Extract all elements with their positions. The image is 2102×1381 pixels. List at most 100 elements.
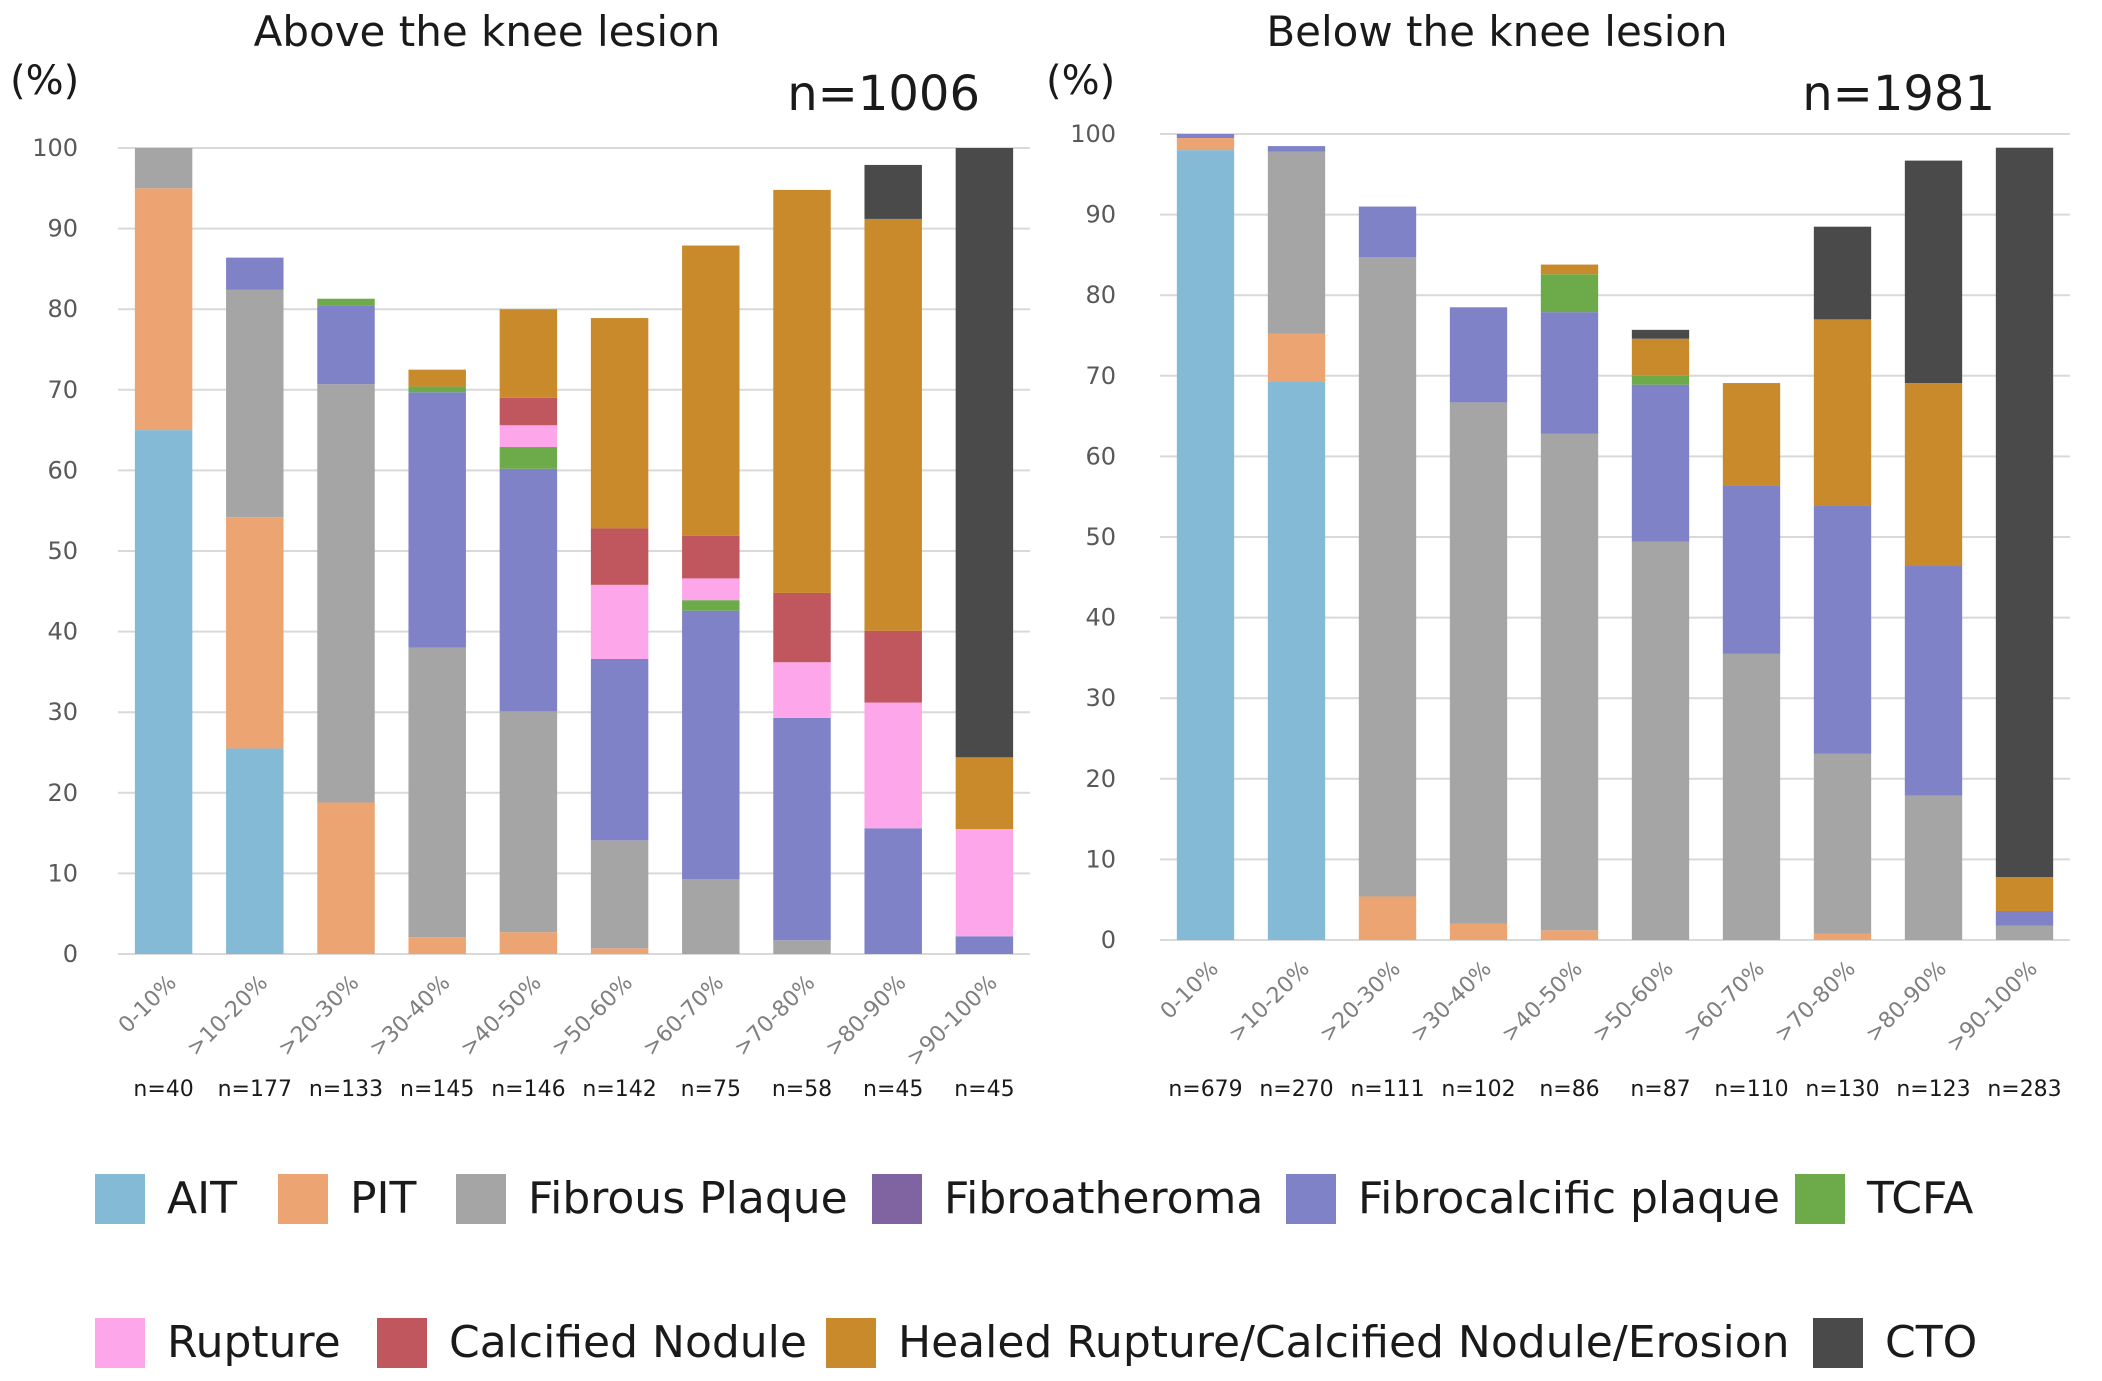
n-sample-label: n=130 — [1805, 1077, 1879, 1102]
bar-segment-fibrous-plaque — [317, 384, 375, 803]
n-sample-label: n=146 — [491, 1077, 565, 1102]
bar-segment-fibrocalcific-plaque — [1358, 206, 1417, 258]
y-tick-label: 10 — [47, 859, 78, 887]
bar-segment-fibrocalcific-plaque — [1904, 566, 1963, 796]
n-sample-label: n=102 — [1441, 1077, 1515, 1102]
x-tick-label: 0-10% — [114, 971, 182, 1039]
x-tick-label: >60-70% — [1679, 957, 1770, 1048]
y-tick-label: 70 — [47, 376, 78, 404]
y-tick-label: 0 — [63, 940, 78, 968]
y-axis-label: (%) — [1046, 58, 1115, 104]
bar-segment-ait — [1176, 150, 1235, 940]
x-tick-label: >40-50% — [1497, 957, 1588, 1048]
bar-segment-fibrocalcific-plaque — [226, 257, 284, 290]
chart-title: Above the knee lesion — [254, 7, 721, 56]
bar-segment-pit — [408, 937, 466, 954]
bar-segment-rupture — [682, 578, 740, 601]
x-tick-label: >40-50% — [456, 971, 547, 1062]
y-tick-label: 10 — [1085, 845, 1116, 873]
y-tick-label: 30 — [1085, 684, 1116, 712]
y-tick-label: 0 — [1101, 926, 1116, 954]
y-tick-label: 20 — [47, 779, 78, 807]
y-tick-label: 30 — [47, 698, 78, 726]
bar-segment-fibrous-plaque — [1449, 402, 1508, 924]
bar-segment-fibrous-plaque — [590, 840, 649, 949]
bar-segment-fibrous-plaque — [1722, 653, 1781, 940]
bar-segment-healed-rupture-calcified-nodule-erosion — [1722, 383, 1781, 486]
n-sample-label: n=58 — [772, 1077, 832, 1102]
bar-segment-cto — [955, 148, 1014, 758]
x-tick-label: >60-70% — [638, 971, 729, 1062]
x-tick-label: >90-100% — [902, 971, 1003, 1072]
bar-segment-fibrocalcific-plaque — [1176, 134, 1235, 139]
y-tick-label: 20 — [1085, 765, 1116, 793]
bar-segment-healed-rupture-calcified-nodule-erosion — [590, 318, 649, 529]
bar-segment-fibrous-plaque — [408, 647, 466, 938]
bar-segment-calcified-nodule — [590, 528, 649, 585]
bar-segment-fibrocalcific-plaque — [1540, 312, 1599, 434]
n-sample-label: n=145 — [400, 1077, 474, 1102]
y-tick-label: 50 — [1085, 523, 1116, 551]
bar-segment-tcfa — [682, 600, 740, 611]
n-sample-label: n=45 — [863, 1077, 923, 1102]
n-total-label: n=1981 — [1802, 66, 1995, 122]
y-tick-label: 50 — [47, 537, 78, 565]
bar-segment-fibrous-plaque — [773, 940, 831, 954]
bar-segment-pit — [1540, 930, 1599, 940]
chart-above-knee: Above the knee lesion (%) n=1006 0 10 20 30… — [10, 7, 1030, 1102]
n-sample-label: n=45 — [954, 1077, 1014, 1102]
x-tick-label: >20-30% — [274, 971, 365, 1062]
bar-segment-healed-rupture-calcified-nodule-erosion — [1995, 877, 2054, 911]
y-tick-label: 60 — [47, 456, 78, 484]
bar-segment-pit — [1267, 333, 1326, 382]
n-sample-label: n=75 — [681, 1077, 741, 1102]
bar-segment-pit — [1813, 933, 1872, 940]
bar-segment-fibrocalcific-plaque — [408, 392, 466, 648]
n-sample-label: n=40 — [133, 1077, 193, 1102]
y-tick-label: 100 — [32, 134, 78, 162]
x-tick-label: >30-40% — [1406, 957, 1497, 1048]
n-sample-label: n=111 — [1350, 1077, 1424, 1102]
bar-segment-fibrocalcific-plaque — [1449, 307, 1508, 403]
bar-segment-cto — [1904, 160, 1963, 384]
y-tick-label: 90 — [1085, 201, 1116, 229]
y-tick-label: 80 — [1085, 281, 1116, 309]
x-tick-label: >70-80% — [730, 971, 821, 1062]
bar-segment-rupture — [864, 702, 922, 829]
bar-segment-pit — [226, 517, 284, 749]
x-tick-label: >10-20% — [182, 971, 273, 1062]
bar-segment-calcified-nodule — [864, 630, 922, 703]
x-tick-label: >50-60% — [547, 971, 638, 1062]
n-sample-label: n=87 — [1630, 1077, 1690, 1102]
bar-segment-calcified-nodule — [499, 397, 558, 426]
bar-segment-healed-rupture-calcified-nodule-erosion — [1904, 383, 1963, 567]
bar-segment-pit — [590, 948, 649, 954]
bar-segment-fibrocalcific-plaque — [773, 717, 831, 941]
bar-segment-fibrocalcific-plaque — [1995, 910, 2054, 926]
bar-segment-fibrous-plaque — [226, 289, 284, 518]
n-sample-label: n=283 — [1987, 1077, 2061, 1102]
bar-segment-healed-rupture-calcified-nodule-erosion — [773, 189, 831, 593]
y-tick-label: 40 — [1085, 604, 1116, 632]
bar-segment-ait — [226, 748, 284, 954]
y-tick-label: 60 — [1085, 442, 1116, 470]
y-tick-label: 70 — [1085, 362, 1116, 390]
bar-segment-calcified-nodule — [682, 535, 740, 579]
bar-segment-pit — [1449, 923, 1508, 940]
n-sample-label: n=679 — [1168, 1077, 1242, 1102]
x-tick-label: >80-90% — [1861, 957, 1952, 1048]
bar-segment-tcfa — [317, 298, 375, 306]
x-tick-label: >30-40% — [365, 971, 456, 1062]
x-tick-label: >50-60% — [1588, 957, 1679, 1048]
bar-segment-fibrocalcific-plaque — [590, 659, 649, 841]
bar-segment-healed-rupture-calcified-nodule-erosion — [1540, 264, 1599, 275]
bar-segment-ait — [1267, 381, 1326, 940]
bar-segment-fibrocalcific-plaque — [1267, 146, 1326, 152]
bar-segment-fibrocalcific-plaque — [864, 828, 922, 954]
bar-segment-healed-rupture-calcified-nodule-erosion — [955, 757, 1014, 830]
bar-segment-cto — [1631, 329, 1690, 339]
n-sample-label: n=110 — [1714, 1077, 1788, 1102]
bar-segment-healed-rupture-calcified-nodule-erosion — [1813, 319, 1872, 506]
x-tick-label: >80-90% — [821, 971, 912, 1062]
bar-segment-rupture — [773, 662, 831, 718]
